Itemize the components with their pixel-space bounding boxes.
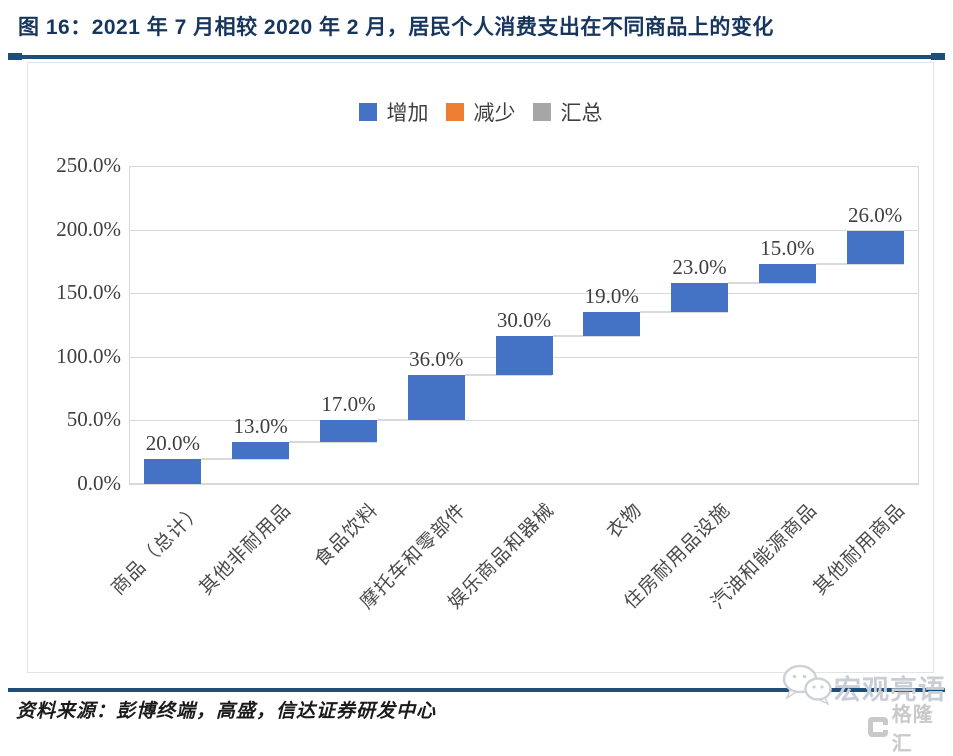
legend-swatch xyxy=(532,103,551,121)
waterfall-bar xyxy=(495,336,553,375)
waterfall-bar xyxy=(758,263,816,284)
gelonghui-logo-text: 格隆汇 xyxy=(891,704,934,755)
x-axis-category-label: 商品（总计） xyxy=(107,499,208,600)
x-axis-category-label: 食品饮料 xyxy=(311,499,383,571)
chart-legend: 增加 减少 汇总 xyxy=(28,97,933,127)
gridline xyxy=(129,420,919,422)
bar-value-label: 13.0% xyxy=(233,414,288,439)
y-axis-tick-label: 250.0% xyxy=(56,153,121,177)
bar-value-label: 15.0% xyxy=(760,235,815,260)
connector-line xyxy=(815,262,904,265)
bar-value-label: 20.0% xyxy=(145,430,200,455)
legend-swatch xyxy=(445,103,464,121)
y-axis-tick-label: 150.0% xyxy=(56,280,121,305)
y-axis-tick-label: 0.0% xyxy=(77,471,121,495)
legend-label: 汇总 xyxy=(560,101,603,125)
gelonghui-logo: 格隆汇 xyxy=(868,698,953,756)
connector-line xyxy=(289,441,377,444)
connector-line xyxy=(464,373,553,376)
legend-label: 增加 xyxy=(386,101,429,125)
y-axis-tick-label: 200.0% xyxy=(56,216,121,241)
bar-value-label: 30.0% xyxy=(496,308,552,333)
connector-line xyxy=(201,457,290,460)
x-axis-category-label: 其他非耐用品 xyxy=(195,499,296,600)
bar-value-label: 36.0% xyxy=(409,346,464,371)
brand-watermark: 宏观亮语 xyxy=(834,675,946,705)
y-axis-tick-label: 100.0% xyxy=(56,343,121,368)
connector-line xyxy=(552,335,641,338)
report-page: 图 16：2021 年 7 月相较 2020 年 2 月，居民个人消费支出在不同… xyxy=(8,16,946,755)
wechat-icon xyxy=(780,662,834,711)
waterfall-bar xyxy=(232,442,290,459)
connector-line xyxy=(376,419,465,422)
y-axis-tick-label: 50.0% xyxy=(66,407,121,432)
bar-value-label: 19.0% xyxy=(584,284,639,309)
x-axis-category-label: 衣物 xyxy=(603,499,647,543)
figure-title: 图 16：2021 年 7 月相较 2020 年 2 月，居民个人消费支出在不同… xyxy=(18,16,774,39)
waterfall-bar xyxy=(846,230,904,264)
bar-value-label: 17.0% xyxy=(321,392,376,417)
bar-value-label: 26.0% xyxy=(847,202,903,227)
source-note: 资料来源：彭博终端，高盛，信达证券研发中心 xyxy=(16,701,437,722)
waterfall-bar xyxy=(407,374,465,421)
gridline xyxy=(129,293,919,295)
bar-value-label: 23.0% xyxy=(672,255,727,280)
legend-label: 减少 xyxy=(473,101,516,125)
legend-item: 增加 xyxy=(358,97,429,127)
waterfall-bar xyxy=(583,312,641,337)
x-axis-category-label: 其他耐用商品 xyxy=(809,499,910,600)
legend-item: 汇总 xyxy=(532,97,603,127)
footer-divider-rule xyxy=(8,688,945,692)
gridline xyxy=(129,229,919,231)
gelonghui-icon xyxy=(868,717,888,737)
waterfall-bar xyxy=(319,420,377,442)
waterfall-bar xyxy=(144,458,202,484)
title-divider-rule xyxy=(8,53,945,60)
gridline xyxy=(129,484,919,485)
legend-swatch xyxy=(358,103,377,121)
chart-container: 增加 减少 汇总 0.0% 50.0% 100.0% 150.0% 200.0% 250.0%… xyxy=(27,62,934,673)
plot-border xyxy=(129,166,919,484)
connector-line xyxy=(728,282,816,285)
connector-line xyxy=(640,311,729,314)
waterfall-bar xyxy=(671,283,729,313)
legend-item: 减少 xyxy=(445,97,516,127)
